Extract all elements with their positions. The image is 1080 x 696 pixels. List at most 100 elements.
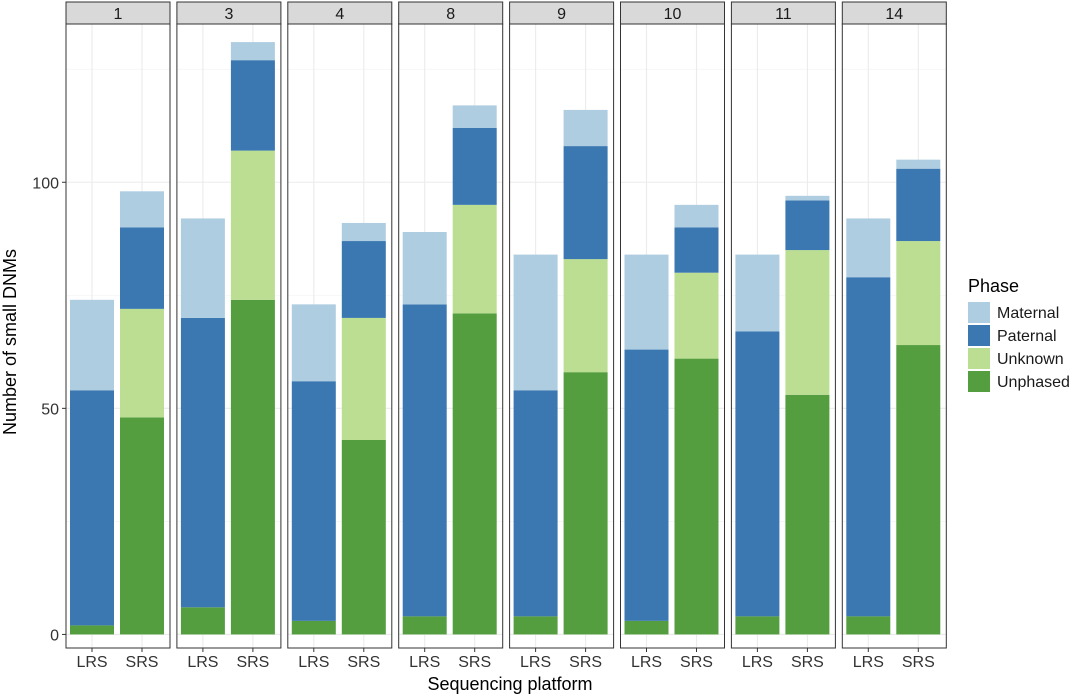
bar-segment-srs-unknown xyxy=(230,150,275,300)
facet-panel-4: 4 LRS SRS xyxy=(287,1,393,671)
facet-label: 3 xyxy=(224,6,233,23)
bar-segment-lrs-maternal xyxy=(624,254,669,350)
bar-segment-lrs-unphased xyxy=(402,616,447,635)
bar-segment-srs-paternal xyxy=(341,241,386,318)
bar-segment-lrs-maternal xyxy=(735,254,780,332)
x-axis-title: Sequencing platform xyxy=(427,674,592,694)
bar-segment-lrs-unphased xyxy=(624,620,669,635)
bar-segment-lrs-paternal xyxy=(513,390,558,617)
y-tick-label: 50 xyxy=(41,401,59,418)
bar-segment-srs-unphased xyxy=(230,299,275,635)
bar-segment-lrs-maternal xyxy=(70,299,114,391)
bar-segment-lrs-maternal xyxy=(402,232,447,305)
bar-segment-srs-unknown xyxy=(674,272,719,359)
facet-panel-14: 14 LRS SRS xyxy=(841,1,947,671)
x-tick-label: LRS xyxy=(853,654,884,671)
bar-segment-lrs-paternal xyxy=(180,317,225,608)
bar-segment-srs-paternal xyxy=(896,168,941,242)
bar-segment-srs-unknown xyxy=(896,241,941,346)
facet-label: 14 xyxy=(885,6,903,23)
x-tick-label: LRS xyxy=(298,654,329,671)
legend-label-maternal: Maternal xyxy=(997,305,1059,322)
bar-segment-srs-unphased xyxy=(563,372,608,635)
bar-segment-lrs-paternal xyxy=(291,381,336,621)
legend-label-unknown: Unknown xyxy=(997,351,1064,368)
panel-border xyxy=(65,23,171,649)
bar-segment-srs-paternal xyxy=(785,200,830,251)
bar-segment-srs-paternal xyxy=(452,128,497,205)
bar-segment-lrs-maternal xyxy=(291,304,336,382)
legend-swatch-paternal xyxy=(968,325,990,346)
panel-border xyxy=(730,23,836,649)
y-tick-label: 100 xyxy=(32,175,59,192)
x-tick-label: LRS xyxy=(187,654,218,671)
x-tick-label: SRS xyxy=(236,654,269,671)
facet-label: 4 xyxy=(335,6,344,23)
x-tick-label: LRS xyxy=(742,654,773,671)
y-axis-title: Number of small DNMs xyxy=(0,249,20,435)
bar-segment-srs-unknown xyxy=(785,250,830,395)
bar-segment-lrs-unphased xyxy=(513,616,558,635)
x-tick-label: SRS xyxy=(126,654,159,671)
bar-segment-lrs-unphased xyxy=(735,616,780,635)
facet-label: 10 xyxy=(664,6,682,23)
facet-label: 8 xyxy=(446,6,455,23)
bar-segment-srs-paternal xyxy=(120,227,164,309)
facet-label: 1 xyxy=(114,6,123,23)
bar-segment-srs-unphased xyxy=(341,440,386,635)
bar-segment-lrs-paternal xyxy=(846,277,891,617)
bar-segment-lrs-unphased xyxy=(291,620,336,635)
bar-segment-srs-maternal xyxy=(341,222,386,242)
x-tick-label: SRS xyxy=(458,654,491,671)
x-tick-label: LRS xyxy=(409,654,440,671)
facet-panel-10: 10 LRS SRS xyxy=(620,1,725,671)
bar-segment-srs-maternal xyxy=(785,195,830,201)
legend-title: Phase xyxy=(968,276,1019,296)
bar-segment-lrs-unphased xyxy=(70,625,114,635)
facet-panel-11: 11 LRS SRS xyxy=(730,1,836,671)
x-tick-label: SRS xyxy=(902,654,935,671)
bar-segment-lrs-paternal xyxy=(402,304,447,617)
bar-segment-lrs-paternal xyxy=(624,349,669,621)
y-axis: 0 50 100 xyxy=(32,175,66,644)
y-tick-label: 0 xyxy=(50,627,59,644)
bar-segment-srs-unknown xyxy=(452,204,497,314)
panel-border xyxy=(287,23,393,649)
bar-segment-lrs-maternal xyxy=(180,218,225,318)
bar-segment-lrs-maternal xyxy=(513,254,558,391)
bar-segment-srs-unknown xyxy=(563,259,608,373)
bar-segment-lrs-paternal xyxy=(735,331,780,617)
bar-segment-srs-unknown xyxy=(120,308,164,418)
bar-segment-srs-unphased xyxy=(674,358,719,635)
legend-label-paternal: Paternal xyxy=(997,328,1057,345)
bar-segment-srs-unknown xyxy=(341,317,386,440)
bar-segment-srs-unphased xyxy=(120,417,164,635)
bar-segment-srs-unphased xyxy=(896,345,941,635)
facet-panel-9: 9 LRS SRS xyxy=(509,1,615,671)
x-tick-label: LRS xyxy=(76,654,107,671)
x-tick-label: SRS xyxy=(569,654,602,671)
panel-border xyxy=(176,23,282,649)
panel-border xyxy=(841,23,947,649)
facet-panel-1: 1 LRS SRS xyxy=(65,1,171,671)
legend-swatch-unknown xyxy=(968,348,990,369)
facet-label: 9 xyxy=(557,6,566,23)
bar-segment-srs-maternal xyxy=(563,109,608,147)
bar-segment-lrs-paternal xyxy=(70,390,114,626)
x-tick-label: SRS xyxy=(347,654,380,671)
panel-border xyxy=(509,23,615,649)
bar-segment-srs-paternal xyxy=(563,146,608,260)
legend: Phase Maternal Paternal Unknown Unphased xyxy=(968,276,1070,392)
facet-panel-8: 8 LRS SRS xyxy=(398,1,504,671)
facet-panels: 1 LRS SRS 3 LRS SRS 4 LRS SRS 8 LRS SRS 9 LRS SRS 10 LRS… xyxy=(65,1,947,671)
bar-segment-srs-paternal xyxy=(674,227,719,273)
x-tick-label: LRS xyxy=(520,654,551,671)
bar-segment-srs-maternal xyxy=(230,42,275,61)
legend-swatch-maternal xyxy=(968,302,990,323)
panel-border xyxy=(620,23,725,649)
bar-segment-lrs-unphased xyxy=(846,616,891,635)
bar-segment-srs-unphased xyxy=(452,313,497,635)
x-tick-label: LRS xyxy=(631,654,662,671)
panel-border xyxy=(398,23,504,649)
